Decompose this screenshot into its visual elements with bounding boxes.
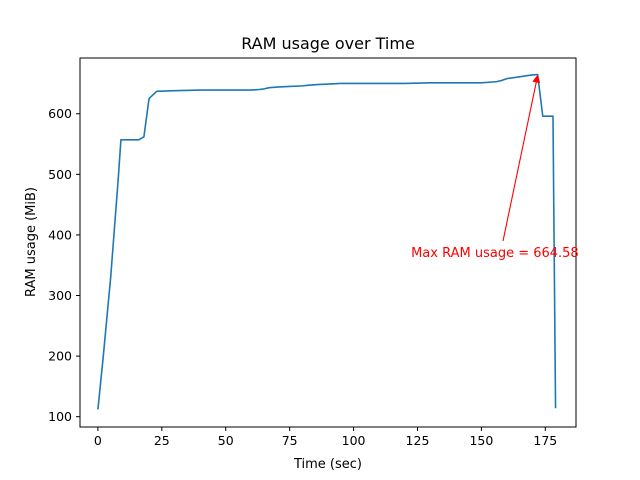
y-tick-label: 300 <box>48 288 72 303</box>
y-axis-label: RAM usage (MiB) <box>24 187 39 297</box>
y-tick-label: 200 <box>48 349 72 364</box>
x-axis: 0 25 50 75 100 125 150 175 <box>94 427 557 448</box>
x-tick-label: 75 <box>282 433 298 448</box>
y-tick-label: 500 <box>48 167 72 182</box>
annotation-arrow <box>502 74 541 242</box>
y-tick-label: 600 <box>48 106 72 121</box>
x-tick-label: 0 <box>94 433 102 448</box>
ram-usage-line <box>97 73 557 410</box>
x-tick-label: 175 <box>533 433 557 448</box>
x-axis-label: Time (sec) <box>293 457 362 472</box>
annotation-label: Max RAM usage = 664.58 <box>411 246 579 261</box>
x-tick-label: 100 <box>342 433 366 448</box>
y-tick-label: 100 <box>48 409 72 424</box>
y-tick-label: 400 <box>48 227 72 242</box>
x-tick-label: 50 <box>218 433 234 448</box>
x-tick-label: 25 <box>154 433 170 448</box>
x-tick-label: 125 <box>406 433 430 448</box>
x-tick-label: 150 <box>469 433 493 448</box>
y-axis: 100 200 300 400 500 600 <box>48 106 80 424</box>
plot-frame <box>79 57 577 428</box>
max-annotation: Max RAM usage = 664.58 <box>411 74 579 261</box>
chart-title: RAM usage over Time <box>241 34 415 53</box>
